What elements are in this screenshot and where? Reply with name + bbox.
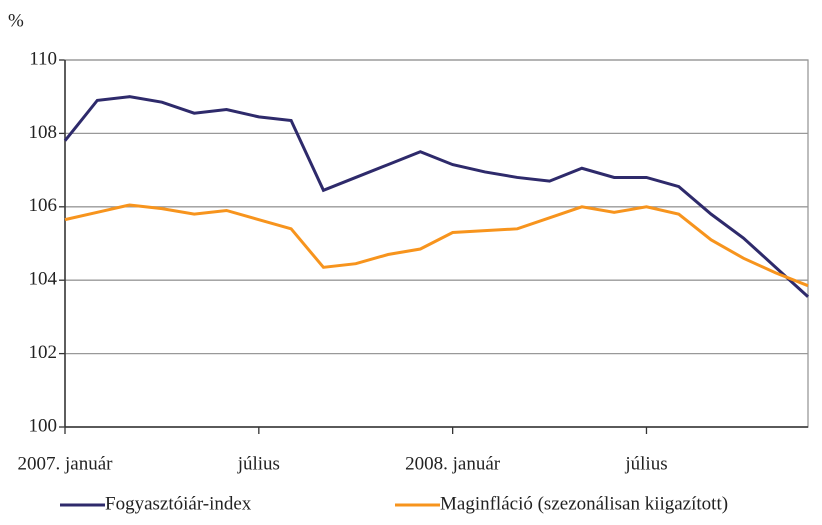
x-tick-label: július bbox=[237, 453, 280, 474]
y-axis-label: % bbox=[8, 10, 24, 31]
x-tick-label: 2008. január bbox=[405, 453, 501, 474]
plot-border bbox=[64, 59, 809, 428]
y-tick-label: 106 bbox=[29, 195, 58, 216]
line-series bbox=[63, 95, 810, 298]
y-tick-label: 110 bbox=[29, 48, 57, 69]
legend-label: Maginfláció (szezonálisan kiigazított) bbox=[440, 493, 728, 514]
x-tick-label: július bbox=[624, 453, 667, 474]
y-tick-label: 108 bbox=[29, 122, 58, 143]
y-tick-label: 104 bbox=[29, 269, 58, 290]
y-tick-label: 102 bbox=[29, 342, 58, 363]
line-series bbox=[64, 203, 809, 288]
legend-label: Fogyasztóiár-index bbox=[105, 493, 252, 514]
y-tick-label: 100 bbox=[29, 415, 58, 436]
x-tick-label: 2007. január bbox=[18, 453, 114, 474]
